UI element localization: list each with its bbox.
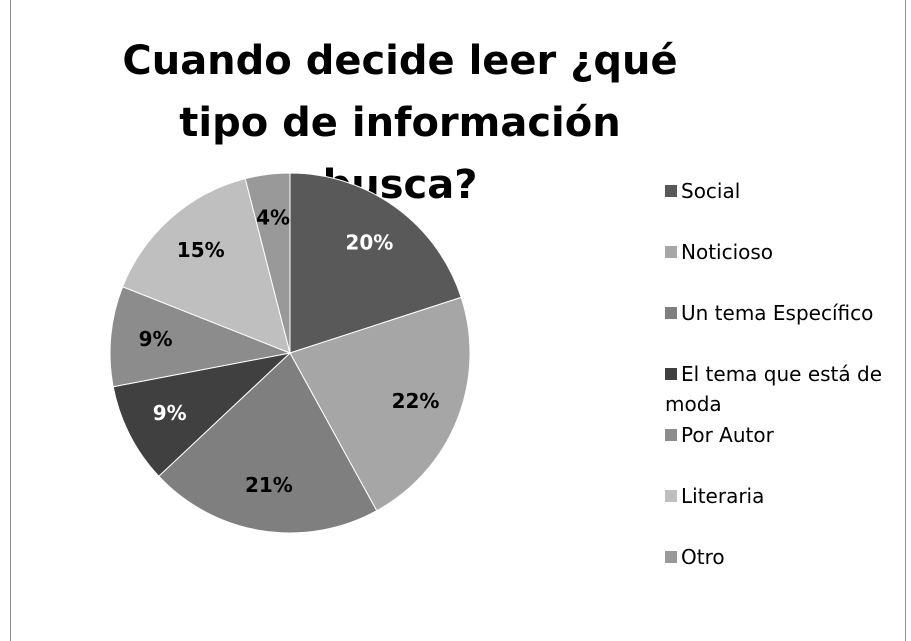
- pie-slice: [244, 172, 291, 354]
- data-label: 22%: [392, 389, 440, 413]
- legend-item: Social: [665, 176, 905, 206]
- legend-label: Otro: [681, 545, 725, 569]
- legend-item: Otro: [665, 542, 905, 572]
- legend-label: El tema que está de moda: [665, 362, 883, 416]
- legend-item: El tema que está de moda: [665, 359, 905, 419]
- legend-swatch: [665, 429, 677, 441]
- pie-slice: [121, 178, 291, 354]
- legend-swatch: [665, 368, 677, 380]
- legend-swatch: [665, 246, 677, 258]
- legend-swatch: [665, 307, 677, 319]
- legend-label: Social: [681, 179, 741, 203]
- data-label: 4%: [256, 206, 290, 230]
- legend-label: Un tema Específico: [681, 301, 874, 325]
- legend-label: Por Autor: [681, 423, 774, 447]
- legend-item: Noticioso: [665, 237, 905, 267]
- data-label: 21%: [245, 473, 293, 497]
- legend-item: Literaria: [665, 481, 905, 511]
- legend-item: Por Autor: [665, 420, 905, 450]
- legend-label: Noticioso: [681, 240, 774, 264]
- data-label: 15%: [177, 238, 225, 262]
- pie-slice: [289, 172, 462, 354]
- legend-swatch: [665, 490, 677, 502]
- legend-label: Literaria: [681, 484, 765, 508]
- legend-item: Un tema Específico: [665, 298, 905, 328]
- pie-slice: [289, 296, 471, 512]
- chart-border: [10, 0, 906, 641]
- data-label: 9%: [139, 327, 173, 351]
- data-label: 9%: [153, 401, 187, 425]
- pie-slice: [112, 352, 292, 477]
- pie-slice: [109, 286, 292, 388]
- pie-slice: [158, 352, 378, 534]
- chart-title: Cuando decide leer ¿qué tipo de informac…: [122, 38, 678, 208]
- data-label: 20%: [345, 230, 393, 254]
- legend-swatch: [665, 185, 677, 197]
- legend-swatch: [665, 551, 677, 563]
